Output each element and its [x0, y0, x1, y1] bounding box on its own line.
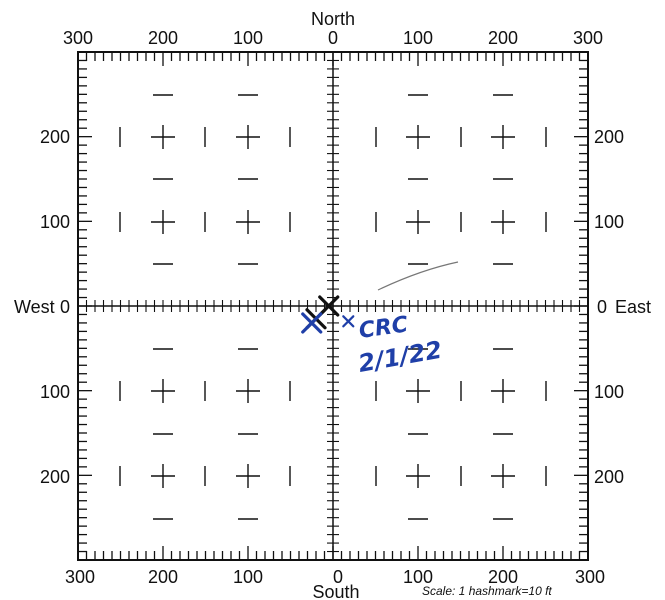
left-axis-labels: 200 100 0 100 200: [40, 127, 70, 487]
right-axis-labels: 200 100 0 100 200: [594, 127, 624, 487]
hit-marker: [301, 312, 323, 334]
top-tick-label: 300: [573, 28, 603, 48]
top-tick-label: 100: [233, 28, 263, 48]
bottom-tick-label: 300: [575, 567, 605, 587]
grid-crosses: [119, 94, 547, 520]
left-tick-label: 0: [60, 297, 70, 317]
hashmarks: [77, 51, 589, 561]
west-label: West: [14, 297, 55, 317]
bottom-tick-label: 300: [65, 567, 95, 587]
right-tick-label: 200: [594, 467, 624, 487]
pencil-stroke: [377, 261, 459, 291]
north-label: North: [311, 9, 355, 29]
right-tick-label: 100: [594, 212, 624, 232]
hit-markers: [301, 295, 355, 334]
bottom-axis-labels: 300 200 100 0 100 200 300: [65, 567, 605, 587]
hit-marker-stroke: [301, 312, 323, 334]
handwritten-initials: CRC: [357, 312, 409, 344]
south-label: South: [312, 582, 359, 600]
top-tick-label: 100: [403, 28, 433, 48]
left-tick-label: 100: [40, 212, 70, 232]
right-tick-label: 0: [597, 297, 607, 317]
east-label: East: [615, 297, 651, 317]
top-tick-label: 300: [63, 28, 93, 48]
top-tick-label: 0: [328, 28, 338, 48]
top-tick-label: 200: [148, 28, 178, 48]
right-tick-label: 200: [594, 127, 624, 147]
left-tick-label: 100: [40, 382, 70, 402]
top-axis-labels: 300 200 100 0 100 200 300: [63, 28, 603, 48]
top-tick-label: 200: [488, 28, 518, 48]
bottom-tick-label: 100: [233, 567, 263, 587]
left-tick-label: 200: [40, 127, 70, 147]
right-tick-label: 100: [594, 382, 624, 402]
bottom-tick-label: 200: [488, 567, 518, 587]
hit-marker-stroke: [342, 315, 355, 328]
bottom-tick-label: 0: [333, 567, 343, 587]
scale-note: Scale: 1 hashmark=10 ft: [422, 584, 552, 598]
bottom-tick-label: 100: [403, 567, 433, 587]
hit-marker: [342, 315, 355, 328]
bottom-tick-label: 200: [148, 567, 178, 587]
left-tick-label: 200: [40, 467, 70, 487]
